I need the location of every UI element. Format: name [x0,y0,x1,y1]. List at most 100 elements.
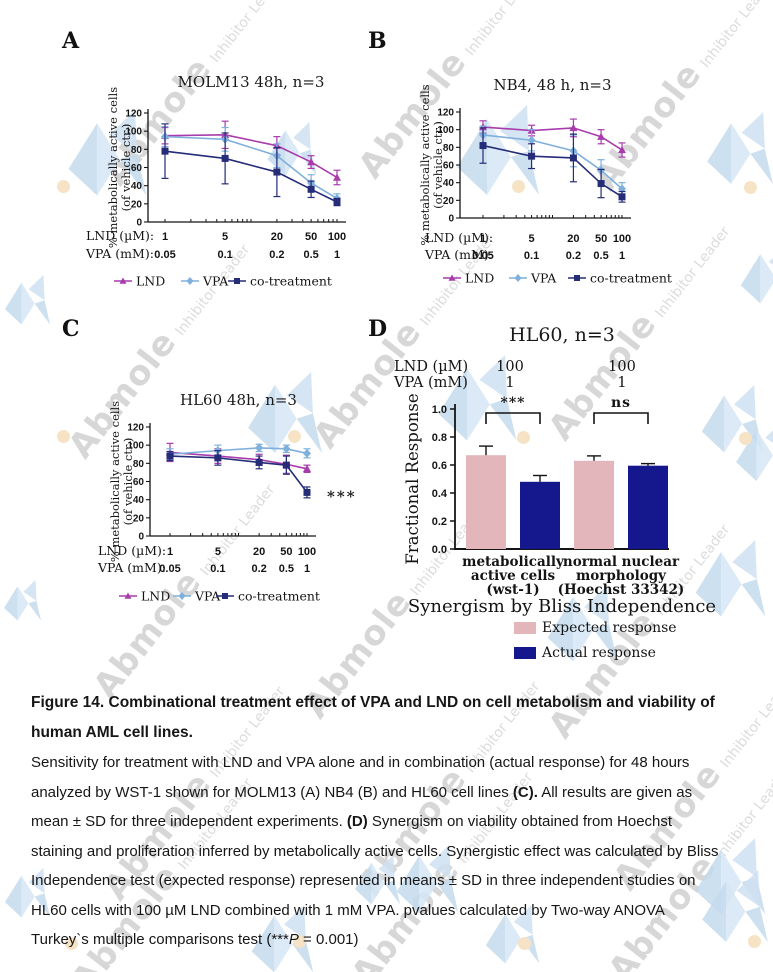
panel-c-label: C [62,316,80,342]
dose-value: 20 [567,233,579,245]
data-point-marker [303,464,311,472]
y-tick-label: 1.0 [432,404,447,416]
dose-row-label: LND (µM): [425,230,493,245]
panel-a: 0 20 40 60 80 100 120% metabolically active ce… [60,28,390,310]
watermark-dot [57,430,70,443]
data-point-marker [527,135,536,145]
caption-segment: P [288,931,299,948]
panel-d: HL60, n=3 LND (µM) 100 100 VPA (mM) 1 1 0.0 0.2 0… [372,315,772,680]
dose-value: 0.5 [303,249,318,261]
significance-annotation: *** [327,487,357,505]
watermark-dot [517,431,530,444]
dose-row-label: LND (µM): [98,543,166,558]
data-point-marker [282,461,290,469]
y-tick-label: 0.4 [432,488,448,500]
dose-value: 0.2 [269,249,284,261]
data-point-marker [618,145,626,154]
y-tick-label: 40 [131,181,143,192]
data-point-marker [124,592,132,599]
dose-value: 0.05 [472,250,493,262]
y-tick-label: 80 [443,143,455,154]
legend-label: VPA [530,271,557,286]
data-point-marker [166,452,174,460]
chart-title: NB4, 48 h, n=3 [493,76,611,94]
y-tick-label: 0.0 [432,544,447,556]
panel-b: 0 20 40 60 80 100 120% metabolically active ce… [372,28,702,310]
dose-row-label: LND (µM) [394,359,468,375]
y-tick-label: 120 [437,108,454,119]
y-tick-label: 20 [443,196,455,207]
expected-bar [466,455,506,549]
abmole-logo-icon [4,275,51,325]
dose-value: 0.05 [154,249,175,261]
group-label: metabolically [462,554,565,570]
dose-value: 0.2 [251,563,266,575]
actual-bar [520,481,560,549]
group-label: morphology [576,568,667,584]
series-co-treatment [166,450,311,499]
chart-title: MOLM13 48h, n=3 [178,73,325,91]
data-point-marker [222,593,228,599]
y-tick-label: 100 [125,127,142,138]
legend-label: VPA [202,274,229,289]
abmole-logo-icon [740,245,773,304]
y-tick-label: 120 [127,423,144,434]
data-point-marker [119,277,127,284]
caption-segment: = 0.001) [298,931,359,948]
data-point-marker [333,198,341,206]
significance-bracket [593,412,649,424]
dose-value: 1 [617,375,626,391]
dose-value: 0.05 [159,563,180,575]
dose-value: 0.5 [593,250,608,262]
data-point-marker [569,123,578,132]
chart-d-synergism: HL60, n=3 LND (µM) 100 100 VPA (mM) 1 1 0.0 0.2 0… [393,324,716,661]
caption-segment: (D) [346,813,368,830]
legend-label: LND [136,274,165,289]
watermark-dot [57,180,70,193]
data-point-marker [514,274,522,282]
dose-value: 1 [167,546,173,558]
y-tick-label: 100 [437,125,454,136]
data-point-marker [234,278,240,284]
dose-value: 0.5 [279,563,294,575]
series-co-treatment [479,127,626,203]
caption-body: Sensitivity for treatment with LND and V… [31,748,725,955]
data-point-marker [273,168,281,176]
data-point-marker [255,458,263,466]
data-point-marker [448,274,456,281]
y-tick-label: 0 [138,532,144,543]
x-axis-title: Synergism by Bliss Independence [408,596,716,617]
group-label: normal nuclear [563,554,680,570]
y-axis-label: % metabolically active cells(of vehicle … [418,84,445,245]
data-point-marker [161,147,169,155]
y-tick-label: 100 [127,441,144,452]
series-LND [479,118,626,158]
watermark-dot [65,937,78,950]
significance-bracket [485,412,541,424]
legend-label: co-treatment [238,589,320,604]
y-axis-label: Fractional Response [403,393,422,564]
caption-segment: Figure 14. Combinational treatment effec… [31,694,715,741]
watermark-dot [739,432,752,445]
data-point-marker [569,154,577,162]
dose-value: 50 [305,231,317,243]
dose-value: 20 [271,231,283,243]
y-tick-label: 0.2 [432,516,447,528]
dose-value: 1 [480,233,486,245]
dose-value: 0.1 [217,249,232,261]
legend-label: VPA [194,589,221,604]
dose-value: 1 [619,250,625,262]
y-tick-label: 60 [131,163,143,174]
data-point-marker [282,444,291,454]
caption-segment: Sensitivity for treatment with LND and V… [31,754,690,801]
dose-value: 1 [162,231,168,243]
watermark-dot [748,935,761,948]
caption-segment: All results are given as mean ± SD for t… [31,783,693,831]
dose-value: 5 [222,231,228,243]
dose-row-label: VPA (mM) [393,375,468,391]
data-point-marker [186,277,194,285]
dose-value: 100 [608,359,636,375]
legend-label: co-treatment [590,271,672,286]
